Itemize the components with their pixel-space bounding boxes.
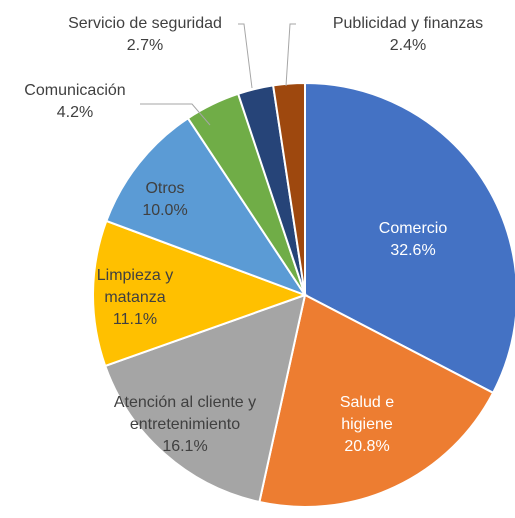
category-label: Servicio de seguridad [68,15,222,32]
value-label: 16.1% [162,438,208,455]
leader-line [285,23,296,87]
category-label: Comunicación [24,82,126,99]
slice-label: Atención al cliente y entretenimiento 16.… [80,392,290,458]
category-label: Salud e higiene [339,394,395,433]
leader-line [238,23,253,89]
value-label: 2.4% [389,37,427,54]
leader-line [140,103,211,126]
slice-label: Servicio de seguridad 2.7% [35,13,255,57]
category-label: Limpieza y matanza [96,267,174,306]
slice-label: Comercio 32.6% [353,218,473,262]
slice-label: Comunicación 4.2% [0,80,150,124]
value-label: 4.2% [56,104,94,121]
category-label: Atención al cliente y entretenimiento [113,394,257,433]
slice-label: Salud e higiene 20.8% [327,392,407,458]
slice-label: Limpieza y matanza 11.1% [85,265,185,331]
pie-slice [304,81,515,395]
pie-slice [258,293,495,508]
value-label: 32.6% [390,242,436,259]
value-label: 2.7% [126,37,164,54]
value-label: 20.8% [344,438,390,455]
pie-slice [92,219,308,368]
category-label: Publicidad y finanzas [332,15,484,32]
slice-label: Otros 10.0% [115,178,215,222]
slice-label: Publicidad y finanzas 2.4% [308,13,508,57]
value-label: 10.0% [142,202,188,219]
pie-slice [105,116,308,298]
value-label: 11.1% [112,311,158,328]
category-label: Comercio [378,220,448,237]
pie-slice [271,81,306,296]
pie-slice [103,293,307,504]
category-label: Otros [145,180,185,197]
